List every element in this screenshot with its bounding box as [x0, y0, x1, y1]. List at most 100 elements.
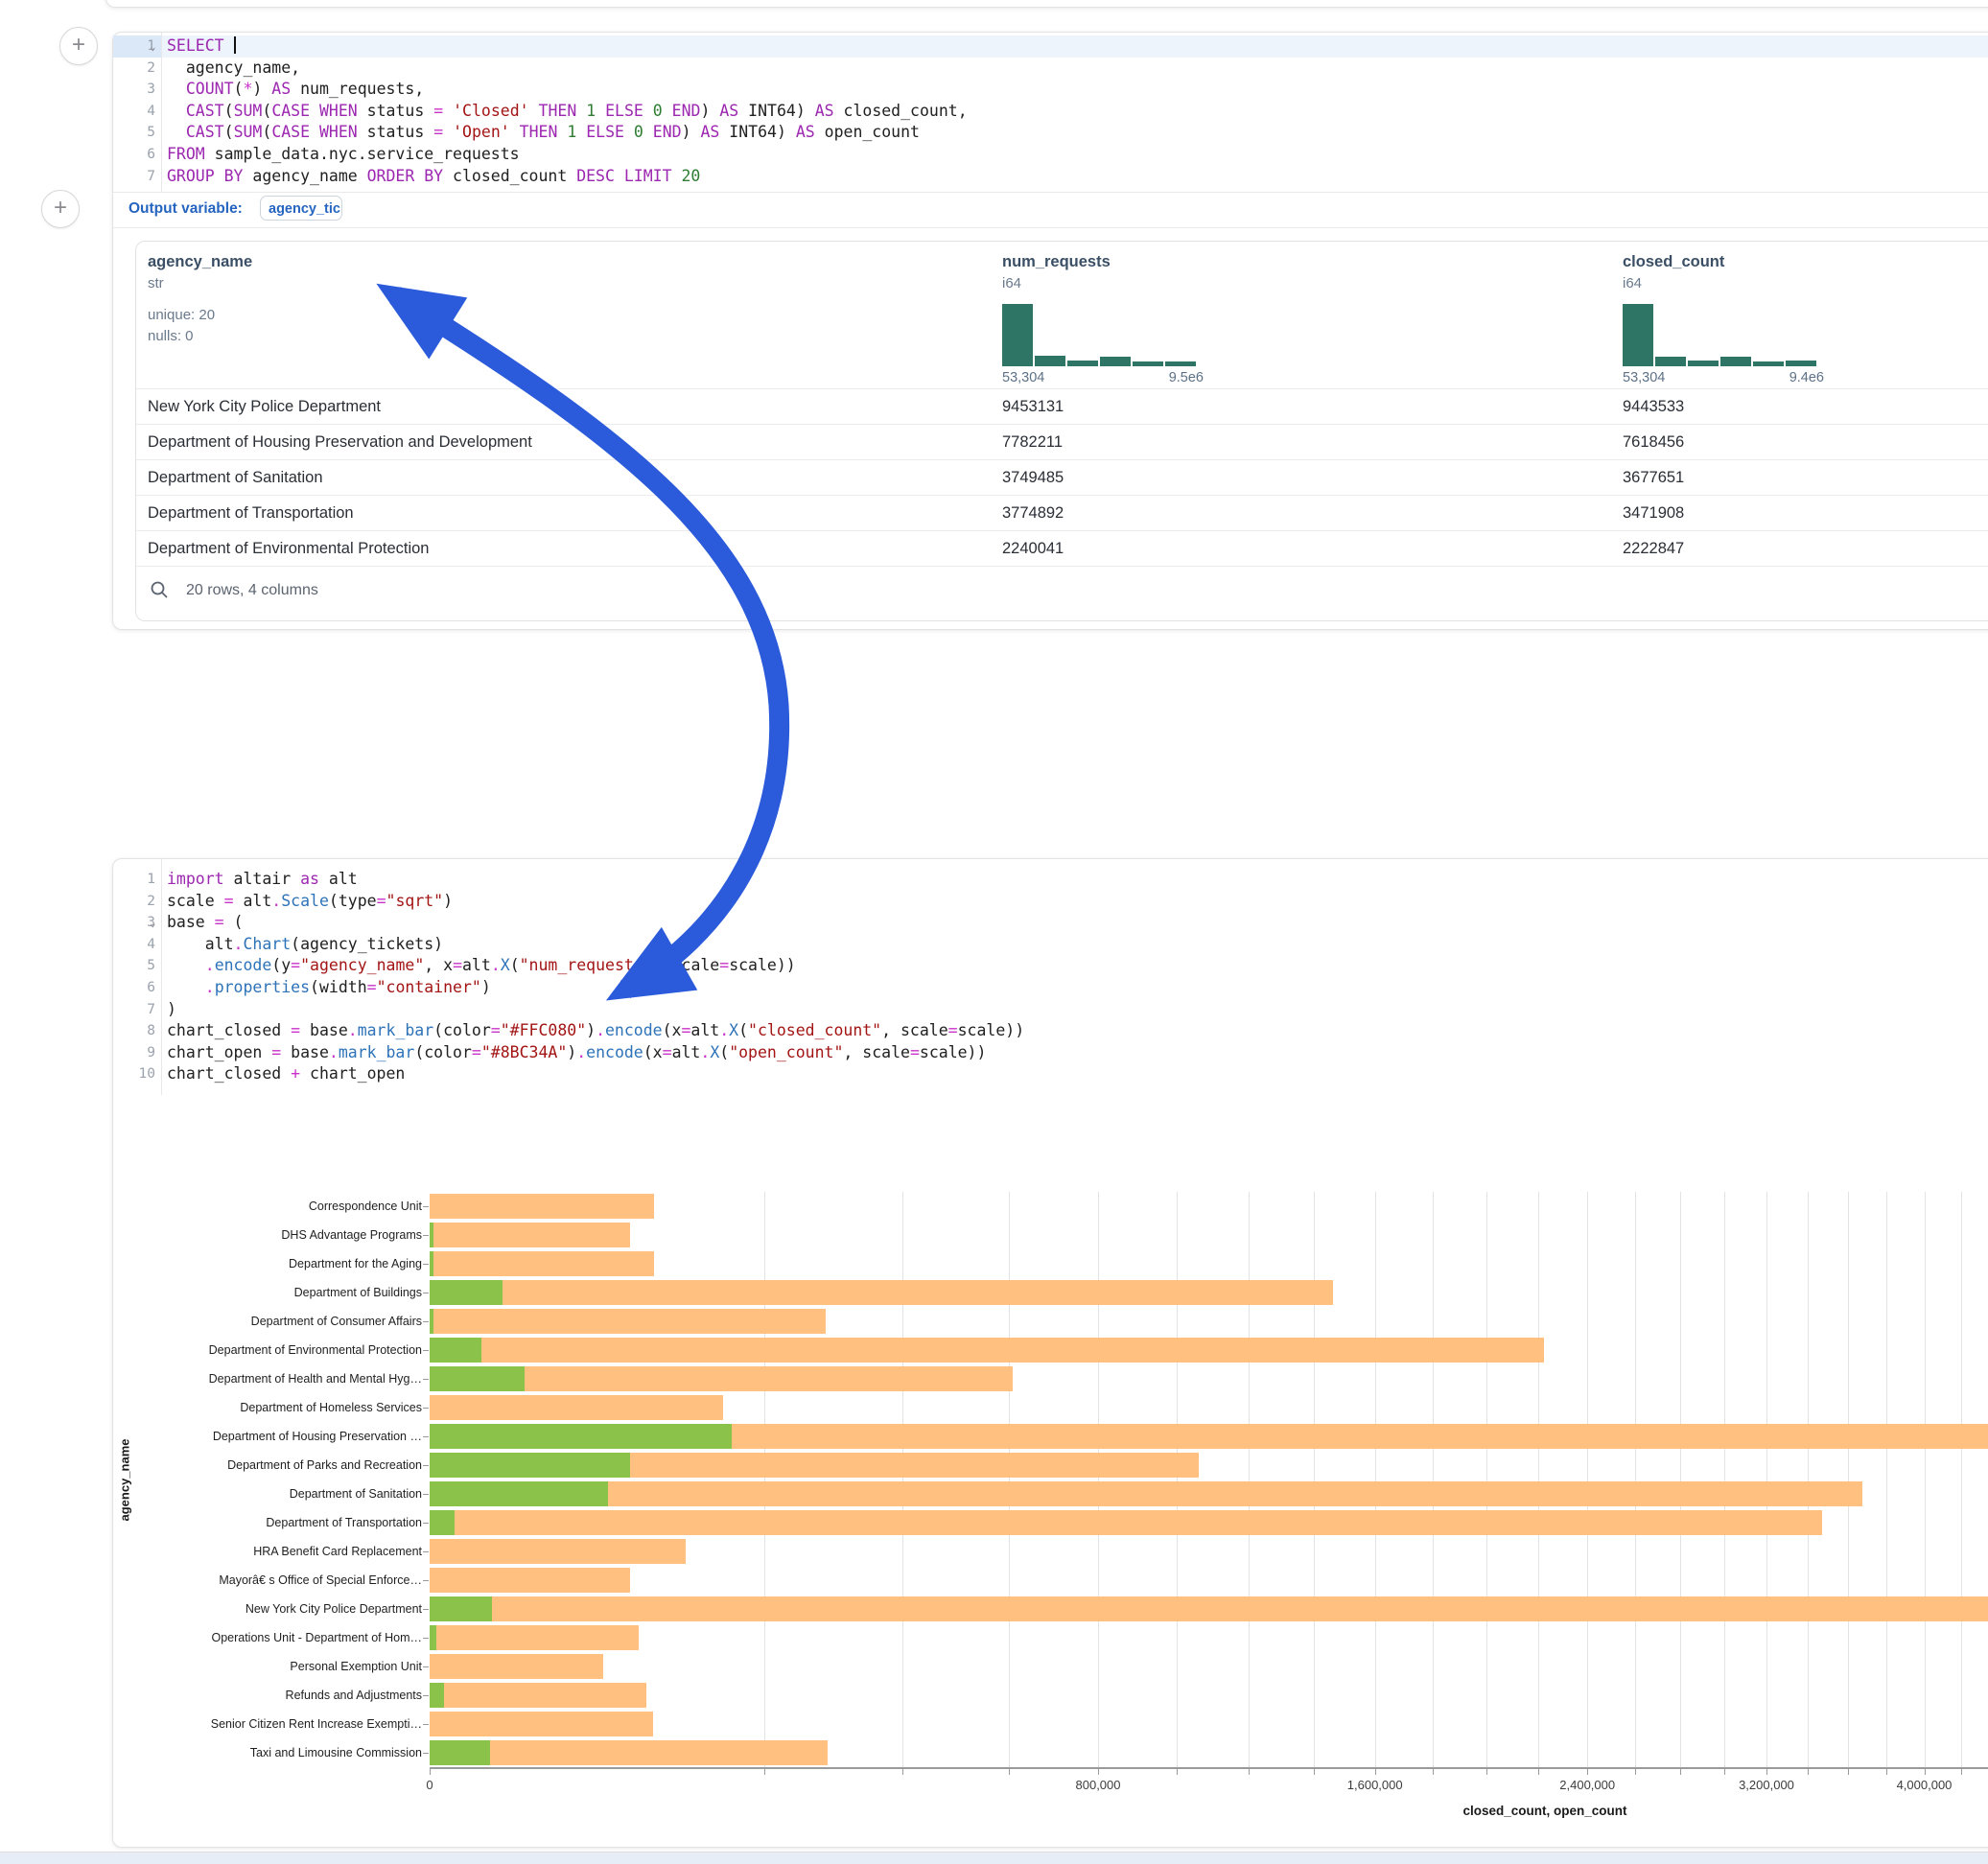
open-count-bar[interactable]	[430, 1481, 608, 1506]
cell-agency_name: Department of Housing Preservation and D…	[148, 433, 532, 451]
closed-count-bar[interactable]	[430, 1596, 1988, 1621]
code-line[interactable]: 5 CAST(SUM(CASE WHEN status = 'Open' THE…	[113, 122, 1988, 144]
hist-max-label: 9.5e6	[1168, 370, 1204, 385]
line-number: 9	[147, 1044, 155, 1060]
divider	[113, 192, 1988, 193]
closed-count-bar[interactable]	[430, 1223, 631, 1247]
table-row-count: 20 rows, 4 columns	[186, 582, 318, 598]
code-line[interactable]: 6 .properties(width="container")	[113, 977, 1988, 999]
closed-count-bar[interactable]	[430, 1366, 1014, 1391]
open-count-bar[interactable]	[430, 1596, 493, 1621]
code-line[interactable]: 7 GROUP BY agency_name ORDER BY closed_co…	[113, 166, 1988, 188]
table-row[interactable]: Department of Housing Preservation and D…	[136, 424, 1988, 460]
sql-code-editor[interactable]: 1 ⌄ SELECT 2 agency_name, 3 COUNT(*) AS num…	[113, 35, 1988, 189]
histogram-bar	[1002, 304, 1033, 366]
closed-count-bar[interactable]	[430, 1740, 829, 1765]
open-count-bar[interactable]	[430, 1453, 631, 1478]
cell-agency_name: Department of Environmental Protection	[148, 540, 430, 557]
open-count-bar[interactable]	[430, 1510, 455, 1535]
divider	[113, 227, 1988, 228]
closed-count-bar[interactable]	[430, 1654, 604, 1679]
code-line[interactable]: 9 chart_open = base.mark_bar(color="#8BC3…	[113, 1042, 1988, 1064]
closed-count-histogram	[1623, 304, 1824, 366]
cell-num_requests: 2240041	[1002, 540, 1064, 557]
code-line[interactable]: 1 ⌄ SELECT	[113, 35, 1988, 58]
y-tick	[423, 1523, 429, 1524]
column-header-agency-name[interactable]: agency_name str unique: 20 nulls: 0	[148, 253, 252, 347]
open-count-bar[interactable]	[430, 1309, 433, 1334]
code-line[interactable]: 5 .encode(y="agency_name", x=alt.X("num_…	[113, 955, 1988, 977]
code-line[interactable]: 1 import altair as alt	[113, 869, 1988, 891]
gridline	[1098, 1192, 1099, 1767]
y-tick	[423, 1666, 429, 1667]
code-line[interactable]: 3 ⌄ base = (	[113, 912, 1988, 934]
gridline	[1008, 1192, 1010, 1767]
add-cell-button-top[interactable]: +	[59, 27, 98, 65]
line-number: 3 ⌄	[113, 912, 161, 934]
output-variable-label: Output variable:	[129, 200, 243, 217]
python-code-editor[interactable]: 1 import altair as alt 2 scale = alt.Scale(…	[113, 869, 1988, 1085]
closed-count-bar[interactable]	[430, 1539, 686, 1564]
table-row[interactable]: Department of Transportation 3774892 34719…	[136, 495, 1988, 531]
column-header-num-requests[interactable]: num_requests i64	[1002, 253, 1111, 291]
open-count-bar[interactable]	[430, 1683, 444, 1708]
y-tick	[423, 1609, 429, 1610]
column-meta-nulls: nulls: 0	[148, 328, 194, 344]
open-count-bar[interactable]	[430, 1223, 433, 1247]
closed-count-bar[interactable]	[430, 1338, 1544, 1363]
y-axis-label: Department of Transportation	[266, 1516, 422, 1529]
add-cell-button-output[interactable]: +	[41, 190, 80, 228]
table-row[interactable]: Department of Environmental Protection 22…	[136, 530, 1988, 567]
y-tick	[423, 1264, 429, 1265]
code-line[interactable]: 10 chart_closed + chart_open	[113, 1063, 1988, 1085]
x-tick-label: 1,600,000	[1346, 1778, 1403, 1792]
open-count-bar[interactable]	[430, 1338, 481, 1363]
open-count-bar[interactable]	[430, 1625, 436, 1650]
column-name: agency_name	[148, 253, 253, 270]
open-count-bar[interactable]	[430, 1280, 503, 1305]
x-tick-label: 4,000,000	[1896, 1778, 1953, 1792]
code-line[interactable]: 8 chart_closed = base.mark_bar(color="#FF…	[113, 1020, 1988, 1042]
closed-count-bar[interactable]	[430, 1510, 1822, 1535]
closed-count-bar[interactable]	[430, 1481, 1863, 1506]
table-row[interactable]: Department of Sanitation 3749485 3677651	[136, 459, 1988, 496]
histogram-bar	[1133, 361, 1163, 366]
y-tick	[423, 1753, 429, 1754]
open-count-bar[interactable]	[430, 1251, 433, 1276]
x-tick	[1374, 1769, 1376, 1775]
y-axis-label: Mayorâ€ s Office of Special Enforce…	[219, 1573, 422, 1587]
code-line[interactable]: 2 scale = alt.Scale(type="sqrt")	[113, 891, 1988, 913]
column-name: closed_count	[1623, 253, 1725, 270]
cell-num_requests: 9453131	[1002, 398, 1064, 415]
column-header-closed-count[interactable]: closed_count i64	[1623, 253, 1724, 291]
code-line[interactable]: 6 FROM sample_data.nyc.service_requests	[113, 144, 1988, 166]
closed-count-bar[interactable]	[430, 1309, 827, 1334]
y-tick	[423, 1321, 429, 1322]
closed-count-bar[interactable]	[430, 1395, 723, 1420]
fold-chevron-icon[interactable]: ⌄	[150, 40, 156, 53]
y-axis-label: Department of Sanitation	[289, 1487, 422, 1501]
code-line[interactable]: 7)	[113, 999, 1988, 1021]
code-line[interactable]: 3 COUNT(*) AS num_requests,	[113, 79, 1988, 101]
closed-count-bar[interactable]	[430, 1568, 631, 1593]
closed-count-bar[interactable]	[430, 1683, 646, 1708]
code-line[interactable]: 4 CAST(SUM(CASE WHEN status = 'Closed' T…	[113, 101, 1988, 123]
open-count-bar[interactable]	[430, 1366, 525, 1391]
line-number: 10	[138, 1066, 155, 1083]
closed-count-bar[interactable]	[430, 1712, 653, 1736]
open-count-bar[interactable]	[430, 1424, 732, 1449]
fold-chevron-icon[interactable]: ⌄	[150, 917, 156, 930]
output-variable-pill[interactable]: agency_tickets	[260, 196, 342, 221]
closed-count-bar[interactable]	[430, 1251, 654, 1276]
gridline	[1374, 1192, 1376, 1767]
table-row[interactable]: New York City Police Department 9453131 94…	[136, 388, 1988, 425]
closed-count-bar[interactable]	[430, 1280, 1333, 1305]
closed-count-bar[interactable]	[430, 1625, 639, 1650]
search-icon[interactable]	[150, 580, 169, 599]
closed-count-bar[interactable]	[430, 1194, 654, 1219]
code-line[interactable]: 2 agency_name,	[113, 58, 1988, 80]
y-tick	[423, 1436, 429, 1437]
open-count-bar[interactable]	[430, 1740, 490, 1765]
cell-agency_name: Department of Sanitation	[148, 469, 323, 486]
code-line[interactable]: 4 alt.Chart(agency_tickets)	[113, 934, 1988, 956]
